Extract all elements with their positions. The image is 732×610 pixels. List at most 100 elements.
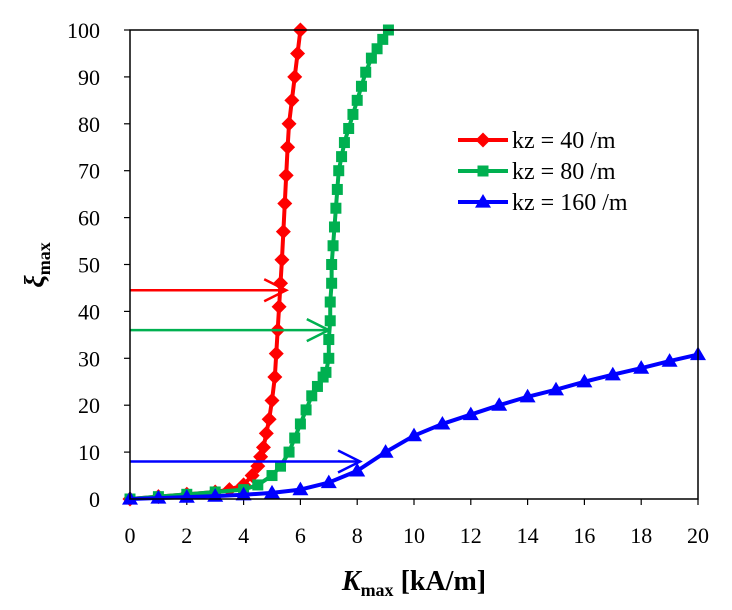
series-2-point bbox=[371, 43, 383, 55]
series-3-point bbox=[264, 484, 280, 499]
x-axis-label-rest: [kA/m] bbox=[394, 566, 487, 597]
x-tick-label: 16 bbox=[573, 523, 595, 548]
series-3-point bbox=[320, 474, 337, 489]
x-tick-label: 8 bbox=[352, 523, 363, 548]
series-1-point bbox=[277, 196, 293, 212]
series-1-point bbox=[271, 299, 287, 315]
x-axis-label-sub: max bbox=[361, 580, 394, 600]
y-tick-label: 20 bbox=[78, 393, 100, 418]
series-2-point bbox=[266, 470, 278, 482]
series-1-point bbox=[258, 425, 274, 441]
series-2-point bbox=[336, 151, 348, 163]
series-2-point bbox=[323, 334, 335, 346]
series-1-point bbox=[280, 139, 296, 155]
series-2-point bbox=[283, 446, 295, 458]
series-2-point bbox=[331, 183, 343, 195]
y-axis-label-sub: max bbox=[34, 242, 54, 275]
arrow-3-head bbox=[337, 449, 363, 474]
series-2-point bbox=[365, 52, 377, 64]
series-2-point bbox=[328, 221, 340, 233]
series-2-point bbox=[326, 259, 338, 270]
arrow-2-head bbox=[306, 318, 332, 343]
x-axis-label: Kmax [kA/m] bbox=[341, 566, 486, 600]
y-tick-label: 80 bbox=[78, 112, 100, 137]
series-1-point bbox=[274, 252, 290, 268]
series-2-point bbox=[289, 432, 301, 444]
y-tick-label: 10 bbox=[78, 440, 100, 465]
series-1-point bbox=[278, 167, 294, 183]
series-3-point bbox=[548, 381, 564, 396]
y-tick-label: 50 bbox=[78, 253, 100, 278]
y-tick-label: 90 bbox=[78, 65, 100, 90]
series-3-point bbox=[633, 360, 650, 374]
series-1-point bbox=[268, 346, 284, 362]
series-3-point bbox=[491, 397, 508, 411]
series-1-point bbox=[284, 92, 300, 108]
y-tick-label: 30 bbox=[78, 346, 100, 371]
series-3-point bbox=[292, 481, 309, 496]
series-3-point bbox=[377, 444, 394, 458]
series-3-point bbox=[519, 388, 536, 403]
series-3-point bbox=[462, 406, 479, 421]
x-axis-label-main: K bbox=[341, 566, 363, 597]
x-tick-label: 2 bbox=[181, 523, 192, 548]
y-axis-ticks: 0 10 20 30 40 50 60 70 80 90 100 bbox=[67, 18, 130, 512]
y-tick-label: 40 bbox=[78, 299, 100, 324]
series-3-point bbox=[349, 462, 366, 477]
x-tick-label: 12 bbox=[460, 523, 482, 548]
legend: kz = 40 /m kz = 80 /m kz = 160 /m bbox=[458, 128, 628, 216]
plot-frame bbox=[129, 29, 699, 500]
series-2-point bbox=[324, 296, 336, 308]
y-axis-label: ξmax bbox=[20, 242, 54, 288]
x-tick-label: 0 bbox=[125, 523, 136, 548]
series-2-point bbox=[351, 94, 363, 106]
series-3-point bbox=[576, 373, 593, 388]
series-3-point bbox=[604, 366, 621, 381]
series-1-point bbox=[287, 69, 303, 85]
series-2-point bbox=[347, 108, 359, 120]
x-tick-label: 20 bbox=[687, 523, 709, 548]
y-tick-label: 0 bbox=[89, 487, 100, 512]
series-2-point bbox=[343, 122, 355, 134]
series-2-point bbox=[275, 460, 287, 472]
y-tick-label: 70 bbox=[78, 159, 100, 184]
series-line-1 bbox=[129, 29, 303, 501]
series-1-point bbox=[267, 369, 283, 385]
legend-marker-2 bbox=[477, 165, 489, 177]
series-2-point bbox=[377, 33, 389, 45]
annotation-arrows bbox=[130, 278, 363, 474]
series-3-point bbox=[434, 415, 451, 430]
series-2-point bbox=[333, 165, 345, 177]
x-tick-label: 18 bbox=[630, 523, 652, 548]
series-2-point bbox=[320, 366, 332, 378]
series-3-point bbox=[661, 353, 678, 367]
legend-label-3: kz = 160 /m bbox=[512, 190, 628, 216]
y-tick-label: 60 bbox=[78, 206, 100, 231]
series-1-point bbox=[273, 275, 289, 291]
series-layer bbox=[122, 22, 706, 507]
series-2-point bbox=[355, 80, 367, 92]
series-1-point bbox=[255, 439, 271, 455]
series-3-point bbox=[150, 490, 167, 504]
x-tick-label: 10 bbox=[403, 523, 425, 548]
series-2-point bbox=[338, 137, 350, 149]
series-2-point bbox=[326, 277, 338, 289]
series-2-point bbox=[323, 352, 335, 364]
series-1-point bbox=[261, 411, 277, 427]
series-2-point bbox=[306, 390, 318, 402]
legend-marker-1 bbox=[475, 132, 491, 148]
series-2-point bbox=[294, 418, 306, 430]
series-1-point bbox=[244, 468, 260, 484]
x-tick-label: 14 bbox=[517, 523, 539, 548]
series-line-2 bbox=[129, 28, 391, 501]
series-2-point bbox=[327, 240, 339, 252]
x-axis-ticks: 0 2 4 6 8 10 12 14 16 18 20 bbox=[125, 499, 709, 548]
series-2-point bbox=[324, 315, 336, 327]
series-1-point bbox=[275, 224, 291, 240]
series-3-point bbox=[406, 427, 422, 442]
legend-label-1: kz = 40 /m bbox=[512, 128, 616, 154]
legend-marker-3 bbox=[475, 194, 491, 208]
series-2-point bbox=[311, 380, 323, 392]
y-tick-label: 100 bbox=[67, 18, 100, 43]
